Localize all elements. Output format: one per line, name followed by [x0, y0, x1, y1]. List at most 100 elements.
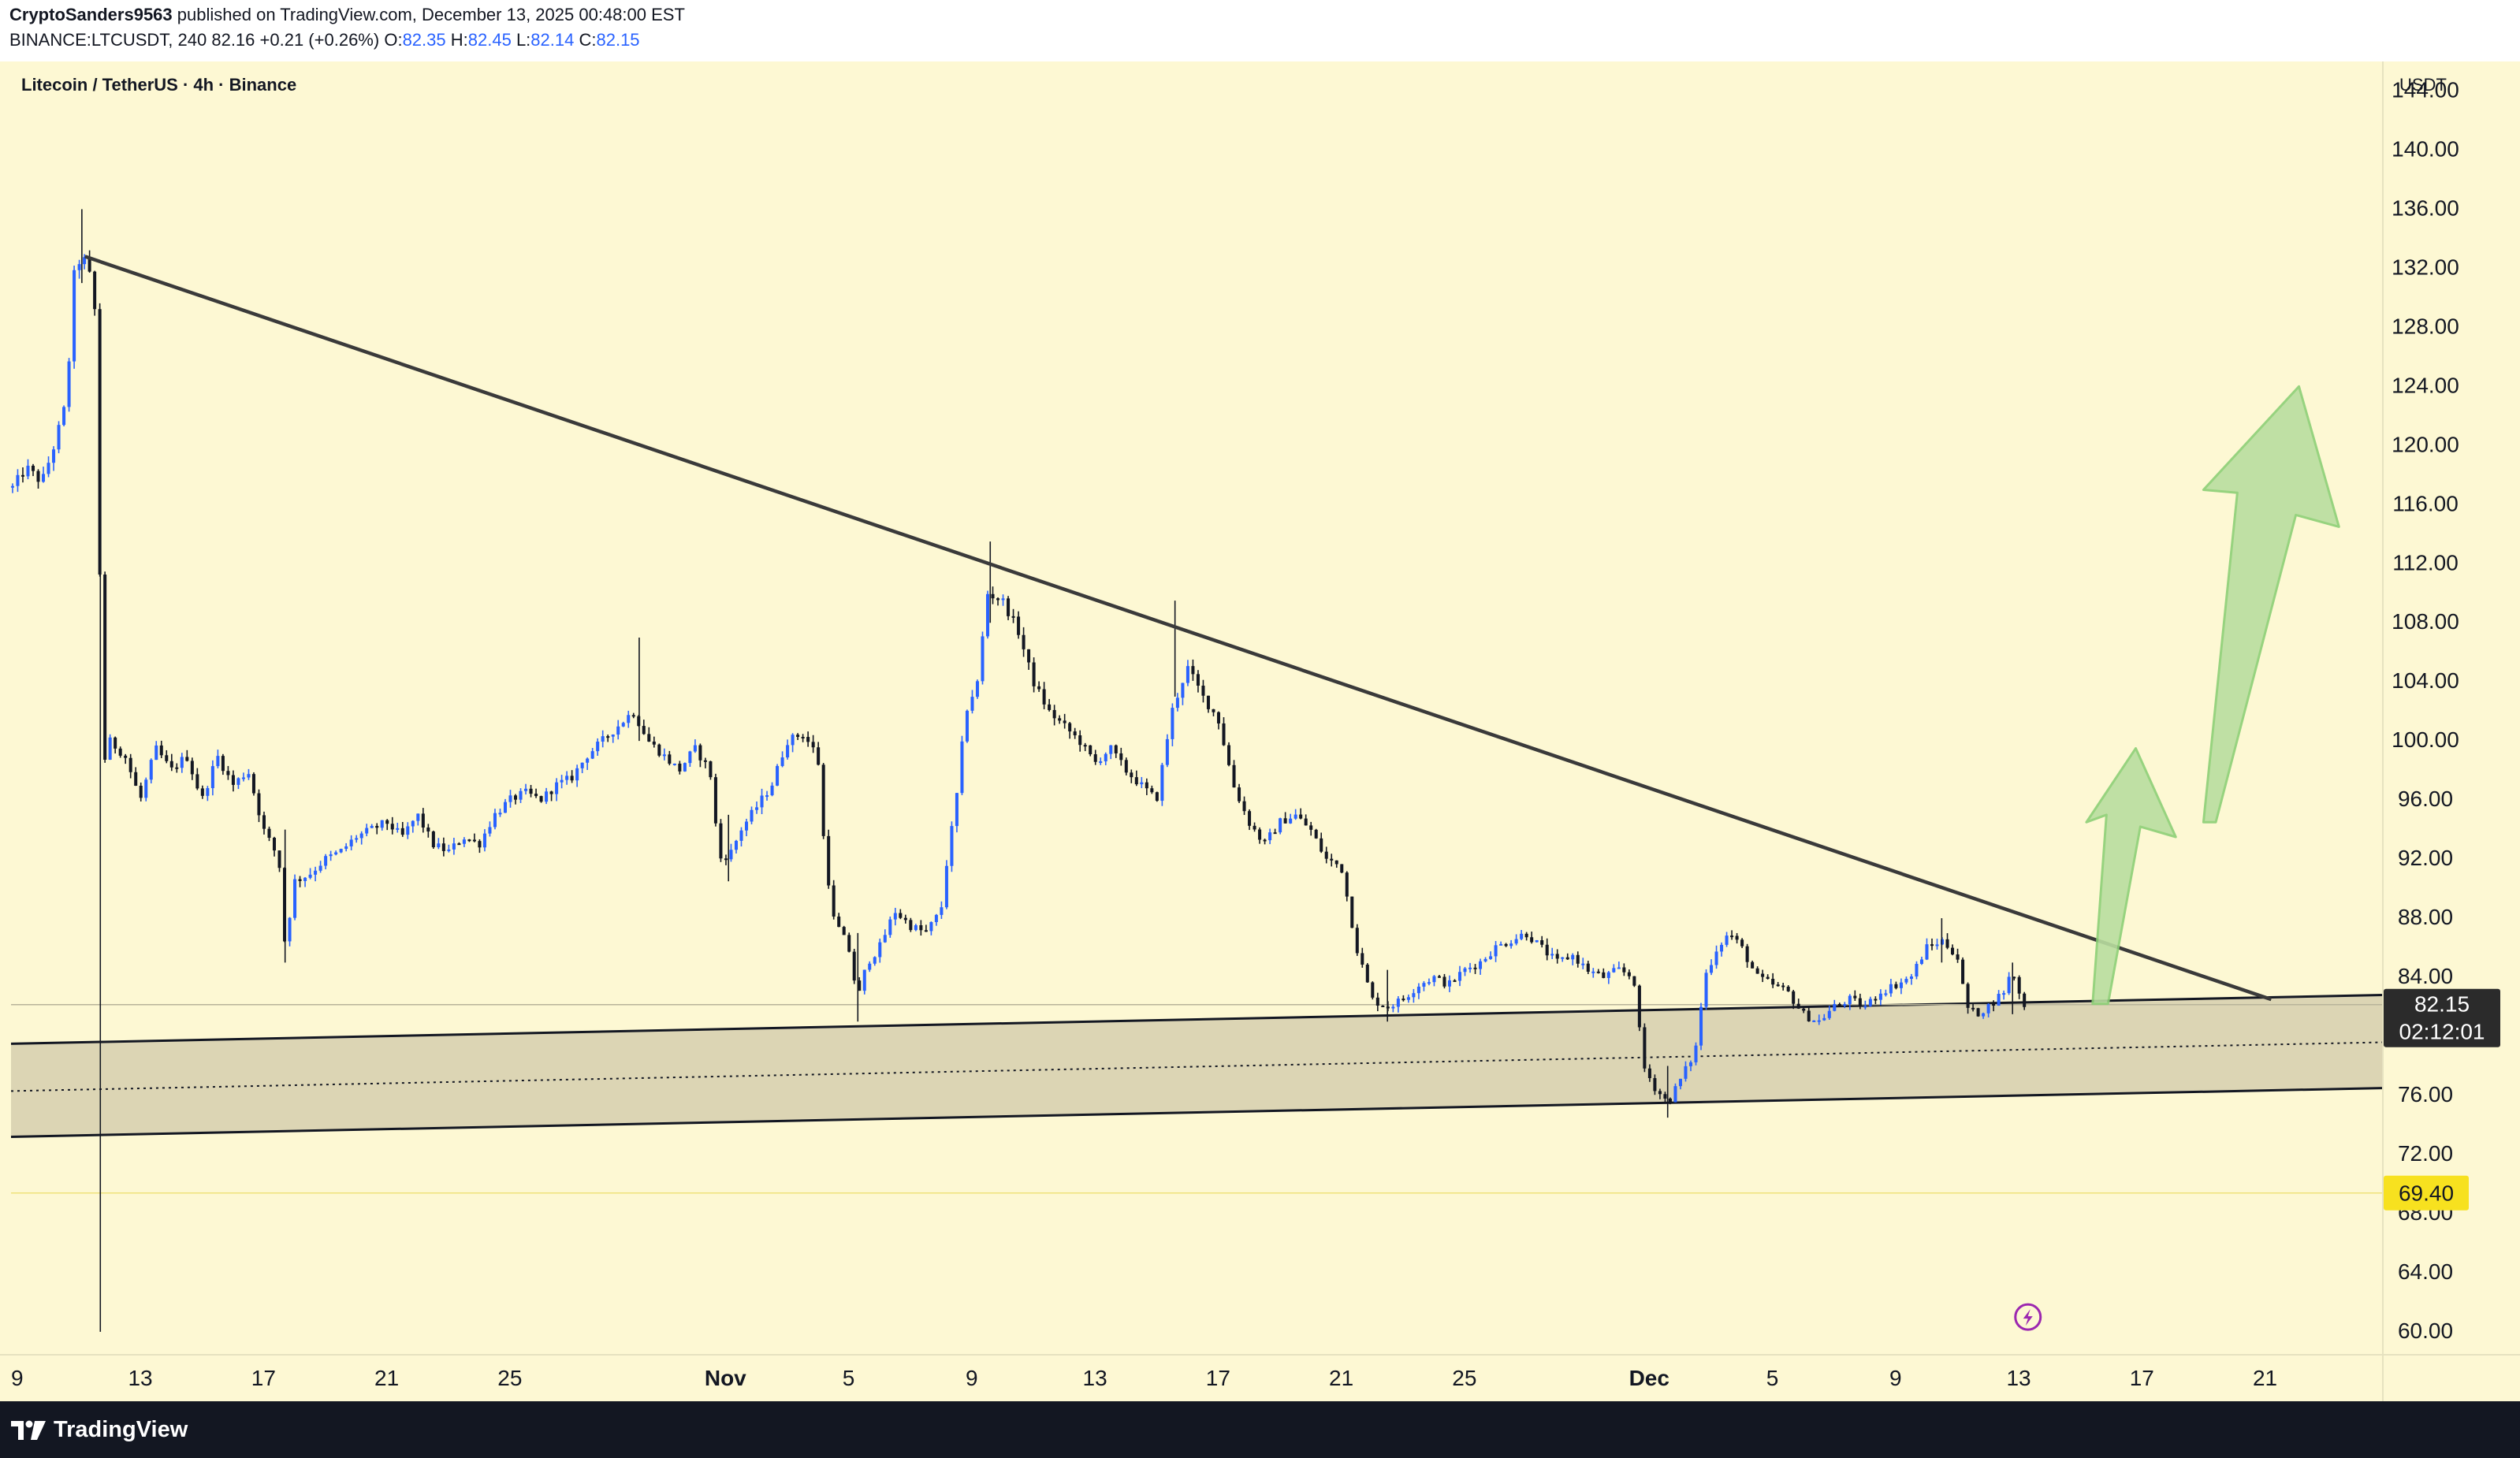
support-zone-mid-line[interactable] [10, 1041, 2383, 1092]
candle-down [1283, 818, 1287, 824]
time-axis-label[interactable]: 17 [251, 1366, 276, 1390]
price-axis-label[interactable]: 92.00 [2398, 846, 2453, 870]
candle-down [272, 837, 277, 851]
time-axis-label[interactable]: 25 [497, 1366, 522, 1390]
candle-down [1442, 976, 1446, 987]
candle-up [1171, 708, 1174, 739]
price-axis-label[interactable]: 76.00 [2398, 1082, 2453, 1107]
price-axis-label[interactable]: 100.00 [2392, 727, 2459, 752]
candle-up [1268, 832, 1272, 841]
price-axis-label[interactable]: 116.00 [2392, 491, 2459, 515]
time-axis-label[interactable]: 5 [843, 1366, 855, 1390]
candle-up [1673, 1086, 1677, 1103]
time-axis-label[interactable]: 5 [1766, 1366, 1779, 1390]
candle-up [1550, 954, 1554, 956]
candle-down [1089, 745, 1092, 755]
small-arrow[interactable] [2085, 747, 2177, 1006]
candle-up [1714, 951, 1718, 965]
price-axis-label[interactable]: 96.00 [2398, 787, 2453, 811]
publisher-name[interactable]: CryptoSanders9563 [9, 5, 173, 24]
price-axis-label[interactable]: 128.00 [2392, 314, 2459, 338]
time-axis-label[interactable]: Dec [1629, 1366, 1669, 1390]
candle-down [1663, 1094, 1667, 1099]
price-axis-label[interactable]: 60.00 [2398, 1319, 2453, 1343]
candle-down [1232, 764, 1236, 788]
candle-down [1576, 954, 1580, 964]
time-axis-label[interactable]: 9 [1889, 1366, 1902, 1390]
price-axis-label[interactable]: 84.00 [2398, 964, 2453, 988]
candle-countdown: 02:12:01 [2399, 1020, 2485, 1044]
low-label: L: [516, 30, 531, 50]
candle-down [139, 786, 143, 798]
currency-label[interactable]: USDT [2399, 75, 2447, 95]
candle-down [713, 777, 717, 824]
time-axis-label[interactable]: 13 [1083, 1366, 1107, 1390]
candle-down [1643, 1027, 1647, 1069]
candle-up [739, 830, 743, 841]
time-axis-label[interactable]: 13 [2006, 1366, 2031, 1390]
candle-up [303, 877, 307, 881]
price-axis-label[interactable]: 108.00 [2392, 609, 2459, 634]
price-axis-label[interactable]: 88.00 [2398, 905, 2453, 929]
chart-area[interactable]: 60.0064.0068.0072.0076.0080.0084.0088.00… [0, 61, 2520, 1401]
time-axis-label[interactable]: 9 [966, 1366, 978, 1390]
candle-down [539, 796, 543, 802]
candle-down [899, 913, 903, 918]
candle-down [31, 465, 35, 471]
candle-down [719, 823, 723, 859]
candle-up [2002, 993, 2006, 995]
candle-up [339, 849, 343, 853]
candle-up [1422, 983, 1426, 987]
time-axis-label[interactable]: 21 [374, 1366, 399, 1390]
large-arrow[interactable] [2202, 385, 2340, 824]
candle-down [1807, 1010, 1811, 1021]
price-axis-label[interactable]: 112.00 [2392, 550, 2459, 575]
candle-down [1951, 947, 1955, 955]
candle-down [1976, 1008, 1980, 1017]
time-axis-label[interactable]: Nov [705, 1366, 746, 1390]
low-value: 82.14 [530, 30, 575, 50]
candle-down [1124, 760, 1128, 773]
time-axis-label[interactable]: 17 [1206, 1366, 1230, 1390]
candle-up [73, 270, 76, 362]
candle-up [776, 765, 780, 786]
close-value: 82.15 [596, 30, 640, 50]
price-chart[interactable]: 60.0064.0068.0072.0076.0080.0084.0088.00… [0, 61, 2520, 1401]
candle-down [858, 980, 862, 991]
candle-up [1396, 999, 1400, 1007]
support-zone-upper-line[interactable] [10, 994, 2383, 1045]
price-axis-label[interactable]: 132.00 [2392, 255, 2459, 279]
price-axis-label[interactable]: 140.00 [2392, 136, 2459, 161]
time-axis-label[interactable]: 13 [128, 1366, 152, 1390]
candle-up [365, 828, 369, 834]
time-axis-label[interactable]: 25 [1452, 1366, 1476, 1390]
price-axis-label[interactable]: 124.00 [2392, 373, 2459, 397]
price-axis-label[interactable]: 144.00 [2392, 77, 2459, 102]
symbol-label: BINANCE:LTCUSDT, 240 [9, 30, 207, 50]
tradingview-brand[interactable]: TradingView [11, 1415, 188, 1444]
price-axis-label[interactable]: 72.00 [2398, 1141, 2453, 1166]
price-axis-label[interactable]: 136.00 [2392, 195, 2459, 220]
price-axis-label[interactable]: 64.00 [2398, 1259, 2453, 1284]
candle-up [1416, 986, 1420, 994]
candle-up [560, 779, 564, 783]
candle-down [1545, 944, 1549, 956]
time-axis-label[interactable]: 9 [11, 1366, 24, 1390]
price-axis-label[interactable]: 120.00 [2392, 432, 2459, 456]
price-axis-label[interactable]: 104.00 [2392, 668, 2459, 693]
candle-down [1894, 984, 1898, 988]
candle-down [996, 598, 1000, 601]
level-price-tag[interactable] [2384, 1175, 2469, 1211]
event-lightning-icon[interactable] [2014, 1303, 2042, 1331]
candle-down [1874, 999, 1878, 1001]
support-zone-lower-line[interactable] [10, 1087, 2383, 1138]
candle-up [1001, 598, 1005, 601]
time-axis-label[interactable]: 21 [1329, 1366, 1353, 1390]
time-axis-label[interactable]: 21 [2253, 1366, 2277, 1390]
candle-up [329, 854, 333, 857]
descending-trendline[interactable] [84, 255, 2272, 1002]
candle-down [1365, 964, 1369, 983]
time-axis-label[interactable]: 17 [2130, 1366, 2154, 1390]
candle-down [1961, 959, 1965, 984]
current-price-tag[interactable] [2384, 988, 2500, 1047]
